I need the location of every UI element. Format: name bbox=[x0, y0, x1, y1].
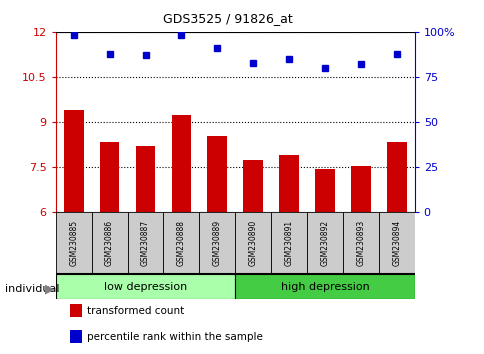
Text: ▶: ▶ bbox=[45, 282, 55, 295]
Bar bbox=[378, 212, 414, 274]
Bar bbox=[342, 212, 378, 274]
Bar bbox=[306, 212, 342, 274]
Text: low depression: low depression bbox=[104, 282, 187, 292]
Bar bbox=[100, 142, 119, 212]
Text: GSM230893: GSM230893 bbox=[356, 220, 364, 267]
Bar bbox=[235, 274, 414, 299]
Text: GSM230891: GSM230891 bbox=[284, 220, 293, 267]
Text: GDS3525 / 91826_at: GDS3525 / 91826_at bbox=[163, 12, 292, 25]
Bar bbox=[91, 212, 127, 274]
Bar bbox=[243, 160, 262, 212]
Text: GSM230885: GSM230885 bbox=[69, 220, 78, 267]
Bar bbox=[271, 212, 306, 274]
Text: GSM230892: GSM230892 bbox=[320, 220, 329, 267]
Text: GSM230889: GSM230889 bbox=[212, 220, 221, 267]
Text: GSM230887: GSM230887 bbox=[141, 220, 150, 267]
Bar bbox=[64, 110, 83, 212]
Bar bbox=[350, 166, 370, 212]
Text: individual: individual bbox=[5, 284, 59, 293]
Bar bbox=[56, 274, 235, 299]
Text: percentile rank within the sample: percentile rank within the sample bbox=[87, 332, 263, 342]
Text: GSM230886: GSM230886 bbox=[105, 220, 114, 267]
Bar bbox=[136, 146, 155, 212]
Bar bbox=[163, 212, 199, 274]
Bar bbox=[279, 155, 298, 212]
Text: GSM230894: GSM230894 bbox=[392, 220, 400, 267]
Bar bbox=[207, 136, 227, 212]
Text: transformed count: transformed count bbox=[87, 306, 184, 316]
Text: GSM230888: GSM230888 bbox=[177, 221, 185, 266]
Bar bbox=[127, 212, 163, 274]
Text: GSM230890: GSM230890 bbox=[248, 220, 257, 267]
Text: high depression: high depression bbox=[280, 282, 368, 292]
Bar bbox=[56, 212, 91, 274]
Bar bbox=[235, 212, 271, 274]
Bar bbox=[315, 169, 334, 212]
Bar bbox=[199, 212, 235, 274]
Bar bbox=[171, 115, 191, 212]
Bar bbox=[386, 142, 406, 212]
